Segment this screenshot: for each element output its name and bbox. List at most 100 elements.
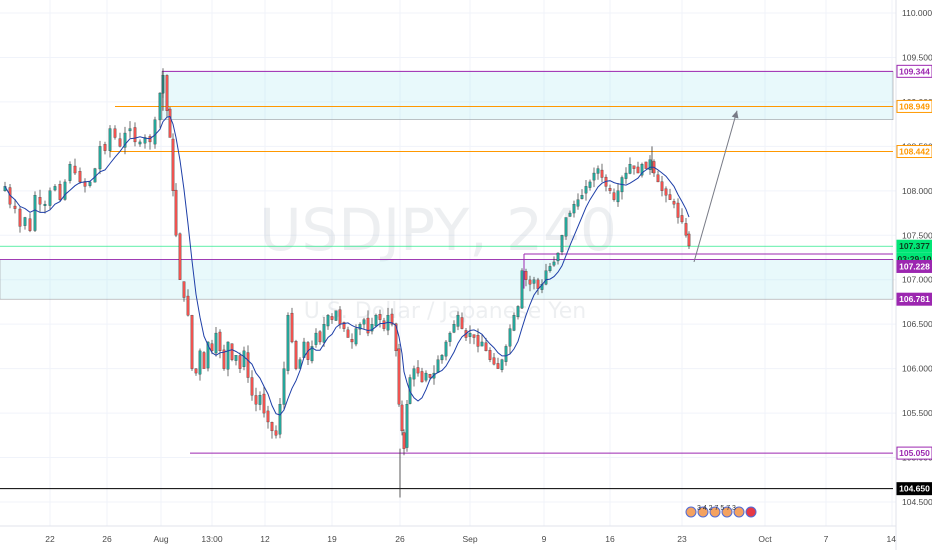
candle-body bbox=[460, 317, 464, 329]
candle-36 bbox=[171, 133, 175, 197]
candle-57 bbox=[254, 387, 258, 412]
candle-body bbox=[143, 137, 147, 144]
candle-155 bbox=[640, 162, 644, 178]
candle-body bbox=[278, 404, 282, 435]
candle-body bbox=[576, 199, 580, 207]
price-badge-text: 107.228 bbox=[899, 261, 930, 271]
candle-43 bbox=[198, 348, 202, 381]
candle-162 bbox=[668, 188, 672, 200]
candle-body bbox=[290, 312, 294, 343]
candle-27 bbox=[133, 122, 137, 147]
candle-80 bbox=[346, 326, 350, 338]
candle-body bbox=[68, 163, 72, 181]
candle-body bbox=[660, 181, 664, 191]
candle-body bbox=[358, 324, 362, 330]
candle-body bbox=[218, 331, 222, 352]
candle-134 bbox=[556, 252, 560, 265]
candle-body bbox=[632, 165, 636, 169]
candle-body bbox=[608, 188, 612, 191]
candle-139 bbox=[576, 193, 580, 210]
candle-body bbox=[63, 181, 67, 200]
candle-body bbox=[687, 233, 691, 247]
candle-body bbox=[616, 190, 620, 203]
candle-53 bbox=[238, 352, 242, 373]
candle-100 bbox=[420, 367, 424, 383]
candle-body bbox=[262, 393, 266, 414]
candle-9 bbox=[43, 200, 47, 214]
price-badge-text: 107.377 bbox=[899, 241, 930, 251]
candle-149 bbox=[616, 182, 620, 207]
candle-body bbox=[512, 315, 516, 331]
candle-body bbox=[23, 217, 27, 226]
candle-body bbox=[676, 202, 680, 218]
candle-body bbox=[270, 422, 274, 432]
candle-body bbox=[572, 204, 576, 214]
price-badge-text: 03:29:10 bbox=[897, 254, 931, 264]
candle-98 bbox=[412, 365, 416, 387]
candle-body bbox=[428, 374, 432, 378]
candle-52 bbox=[234, 355, 238, 366]
candle-body bbox=[214, 332, 218, 354]
candle-148 bbox=[612, 188, 616, 202]
candle-127 bbox=[528, 275, 532, 292]
candle-body bbox=[338, 309, 342, 325]
candle-21 bbox=[103, 141, 107, 155]
candle-body bbox=[326, 315, 330, 327]
events-marker-label: 3 4 2 7 5 7 3 bbox=[697, 505, 736, 512]
candle-body bbox=[178, 233, 182, 280]
candle-body bbox=[532, 279, 536, 284]
candle-body bbox=[274, 430, 278, 436]
candle-26 bbox=[128, 121, 132, 138]
candle-body bbox=[330, 316, 334, 320]
candle-85 bbox=[366, 310, 370, 337]
candle-body bbox=[580, 195, 584, 199]
candle-44 bbox=[202, 351, 206, 369]
candle-body bbox=[656, 174, 660, 183]
candle-14 bbox=[68, 161, 72, 184]
price-badge-box bbox=[896, 482, 932, 496]
candle-body bbox=[496, 363, 500, 369]
candle-71 bbox=[310, 340, 314, 364]
candle-47 bbox=[214, 327, 218, 357]
candle-61 bbox=[270, 421, 274, 439]
candle-body bbox=[560, 235, 564, 253]
time-tick-1: 26 bbox=[102, 534, 112, 544]
price-badge-0: 109.344 bbox=[896, 64, 932, 78]
price-tick-11: 104.500 bbox=[902, 497, 932, 507]
candle-body bbox=[13, 205, 17, 209]
candle-body bbox=[210, 343, 214, 352]
time-axis[interactable]: 22 26 Aug 13:00 12 19 26 Sep 9 16 23 Oct 7 14 bbox=[45, 534, 896, 544]
candle-body bbox=[436, 359, 440, 373]
candle-body bbox=[98, 146, 102, 170]
candle-124 bbox=[516, 305, 520, 320]
candle-135 bbox=[560, 234, 564, 256]
candle-156 bbox=[644, 161, 648, 169]
candle-body bbox=[472, 334, 476, 338]
candle-body bbox=[374, 315, 378, 327]
candle-10 bbox=[48, 187, 52, 210]
economic-events-markers[interactable]: 3 4 2 7 5 7 3 bbox=[685, 505, 757, 518]
candle-51 bbox=[230, 343, 234, 362]
candle-body bbox=[504, 346, 508, 362]
candle-body bbox=[138, 141, 142, 145]
candle-body bbox=[644, 161, 648, 169]
candle-38 bbox=[178, 232, 182, 281]
candle-50 bbox=[226, 341, 230, 377]
candle-body bbox=[668, 194, 672, 200]
candle-body bbox=[314, 332, 318, 345]
candle-113 bbox=[472, 334, 476, 345]
candle-41 bbox=[190, 314, 194, 371]
candle-16 bbox=[78, 167, 82, 184]
candle-19 bbox=[93, 167, 97, 183]
candle-body bbox=[488, 350, 492, 360]
candle-164 bbox=[676, 198, 680, 224]
candle-31 bbox=[153, 116, 157, 149]
price-tick-7: 106.500 bbox=[902, 319, 932, 329]
candle-11 bbox=[53, 184, 57, 192]
candle-154 bbox=[636, 161, 640, 174]
candle-body bbox=[350, 339, 354, 343]
candle-body bbox=[234, 355, 238, 361]
candle-body bbox=[664, 188, 668, 196]
zone-0 bbox=[161, 71, 894, 120]
